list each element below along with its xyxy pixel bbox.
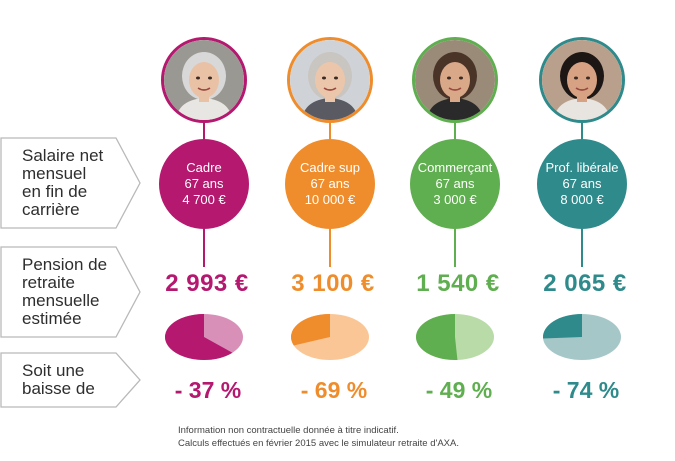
profile-info-circle: Commerçant 67 ans 3 000 €	[410, 139, 500, 229]
row-label-pension: Pension de retraite mensuelle estimée	[0, 246, 142, 338]
profile-photo	[412, 37, 498, 123]
profile-title: Cadre sup	[300, 160, 360, 175]
pie-pension-slice	[165, 314, 233, 360]
connector-line	[581, 123, 583, 139]
drop-percentage: - 49 %	[425, 377, 493, 403]
connector-line	[454, 229, 456, 267]
profile-age: 67 ans	[562, 176, 602, 191]
footnote-line-2: Calculs effectués en février 2015 avec l…	[178, 438, 459, 449]
footnote-line-1: Information non contractuelle donnée à t…	[178, 425, 399, 436]
arrow-shape	[0, 352, 141, 408]
woman-brown-hair-photo	[415, 40, 495, 120]
profile-salary: 3 000 €	[433, 192, 477, 207]
profile-info-circle: Cadre sup 67 ans 10 000 €	[285, 139, 375, 229]
pension-share-pie	[291, 314, 369, 360]
profile-photo	[161, 37, 247, 123]
profile-title: Cadre	[186, 160, 222, 175]
pension-share-pie	[165, 314, 243, 360]
pension-share-pie	[543, 314, 621, 360]
pie-pension-slice	[291, 314, 330, 346]
connector-line	[203, 229, 205, 267]
arrow-shape	[0, 246, 141, 338]
profile-salary: 4 700 €	[182, 192, 226, 207]
pension-amount: 3 100 €	[291, 270, 375, 297]
drop-percentage: - 74 %	[552, 377, 620, 403]
connector-line	[203, 123, 205, 139]
connector-line	[329, 123, 331, 139]
connector-line	[454, 123, 456, 139]
profile-salary: 10 000 €	[304, 192, 356, 207]
profile-photo	[287, 37, 373, 123]
pension-amount: 1 540 €	[416, 270, 500, 297]
row-label-drop-text: Soit une baisse de	[22, 361, 95, 398]
pension-amount: 2 065 €	[543, 270, 627, 297]
woman-short-dark-hair-photo	[542, 40, 622, 120]
row-label-pension-text: Pension de retraite mensuelle estimée	[22, 255, 108, 328]
profile-age: 67 ans	[435, 176, 475, 191]
footnote: Information non contractuelle donnée à t…	[178, 424, 459, 450]
row-label-drop: Soit une baisse de	[0, 352, 142, 408]
pie-pension-slice	[543, 314, 582, 339]
profile-info-circle: Prof. libérale 67 ans 8 000 €	[537, 139, 627, 229]
arrow-shape	[0, 137, 141, 229]
pension-share-pie	[416, 314, 494, 360]
profile-salary: 8 000 €	[560, 192, 604, 207]
profile-age: 67 ans	[184, 176, 224, 191]
drop-percentage: - 37 %	[174, 377, 242, 403]
connector-line	[329, 229, 331, 267]
pension-amount: 2 993 €	[165, 270, 249, 297]
row-label-salary: Salaire net mensuel en fin de carrière	[0, 137, 142, 229]
connector-line	[581, 229, 583, 267]
drop-percentage: - 69 %	[300, 377, 368, 403]
row-label-salary-text: Salaire net mensuel en fin de carrière	[22, 146, 104, 219]
woman-gray-hair-glasses-photo	[164, 40, 244, 120]
woman-blonde-hair-photo	[290, 40, 370, 120]
profile-title: Commerçant	[417, 160, 493, 175]
profile-title: Prof. libérale	[545, 160, 619, 175]
profile-photo	[539, 37, 625, 123]
profile-age: 67 ans	[310, 176, 350, 191]
pie-pension-slice	[416, 314, 458, 360]
profile-info-circle: Cadre 67 ans 4 700 €	[159, 139, 249, 229]
